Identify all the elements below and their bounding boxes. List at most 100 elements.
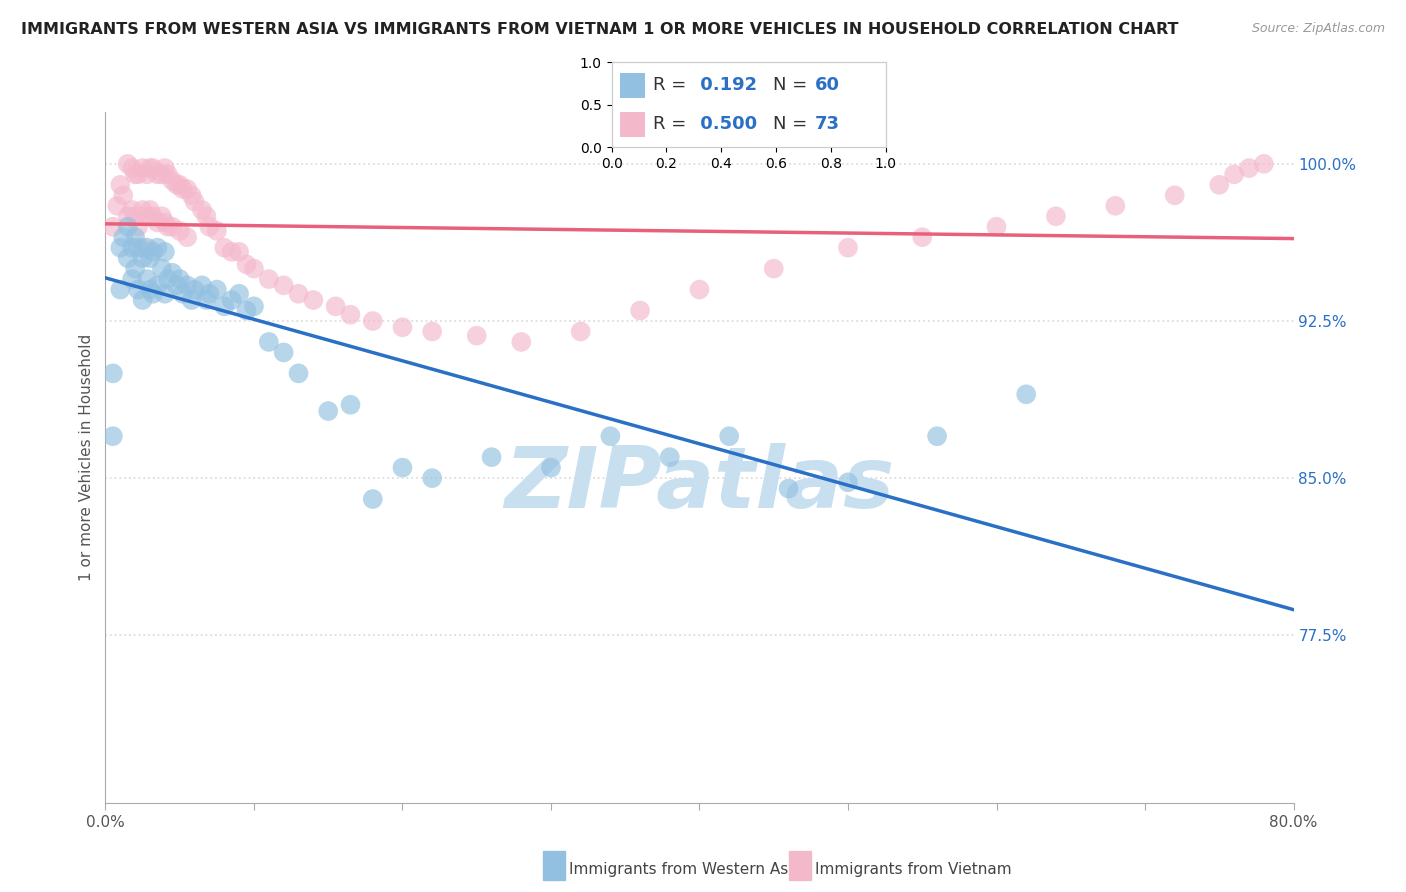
Point: [986, 219, 1008, 234]
Point: [127, 283, 149, 297]
Point: [176, 182, 198, 196]
Point: [837, 475, 859, 490]
Point: [361, 491, 384, 506]
Point: [142, 286, 165, 301]
Point: [569, 325, 592, 339]
Point: [166, 178, 188, 192]
Point: [273, 278, 295, 293]
Point: [1104, 199, 1126, 213]
Bar: [620, 72, 644, 98]
Point: [205, 283, 228, 297]
Point: [105, 199, 128, 213]
Point: [136, 272, 159, 286]
Point: [150, 167, 173, 181]
Point: [136, 167, 159, 181]
Point: [1237, 161, 1260, 175]
Point: [124, 209, 146, 223]
Point: [191, 278, 214, 293]
Point: [121, 241, 143, 255]
Point: [169, 224, 191, 238]
Point: [481, 450, 503, 465]
Point: [778, 482, 800, 496]
Text: N =: N =: [773, 115, 813, 133]
Text: 0.192: 0.192: [695, 77, 756, 95]
Point: [689, 283, 711, 297]
Point: [142, 161, 165, 175]
Point: [214, 241, 236, 255]
Point: [420, 471, 443, 485]
Point: [131, 251, 153, 265]
Text: N =: N =: [773, 77, 813, 95]
Point: [127, 241, 149, 255]
Point: [235, 303, 257, 318]
Point: [112, 188, 135, 202]
Point: [156, 272, 179, 286]
Point: [110, 241, 132, 255]
Point: [183, 194, 205, 209]
Point: [1015, 387, 1038, 401]
Point: [325, 299, 347, 313]
Point: [124, 230, 146, 244]
Point: [658, 450, 681, 465]
Point: [214, 299, 236, 313]
Point: [510, 334, 533, 349]
Point: [243, 261, 266, 276]
Point: [1164, 188, 1187, 202]
Text: 60: 60: [814, 77, 839, 95]
Point: [146, 167, 169, 181]
Point: [131, 161, 153, 175]
Point: [139, 283, 162, 297]
Point: [150, 209, 173, 223]
Point: [124, 261, 146, 276]
Point: [228, 286, 250, 301]
Point: [339, 398, 361, 412]
Point: [1223, 167, 1246, 181]
Point: [540, 460, 562, 475]
Point: [628, 303, 651, 318]
Point: [153, 286, 176, 301]
Point: [139, 251, 162, 265]
Point: [110, 283, 132, 297]
Point: [391, 320, 413, 334]
Point: [172, 182, 194, 196]
Point: [162, 174, 184, 188]
Point: [117, 219, 139, 234]
Point: [198, 219, 221, 234]
Point: [1253, 157, 1275, 171]
Point: [131, 202, 153, 217]
Point: [257, 334, 280, 349]
Point: [110, 178, 132, 192]
Point: [195, 293, 218, 307]
Point: [136, 209, 159, 223]
Point: [302, 293, 325, 307]
Point: [112, 230, 135, 244]
Point: [221, 244, 243, 259]
Point: [361, 314, 384, 328]
Point: [718, 429, 741, 443]
Point: [599, 429, 621, 443]
Point: [191, 202, 214, 217]
Point: [927, 429, 949, 443]
Point: [153, 215, 176, 229]
Point: [273, 345, 295, 359]
Point: [146, 241, 169, 255]
Point: [243, 299, 266, 313]
Point: [101, 429, 124, 443]
Point: [339, 308, 361, 322]
Point: [153, 244, 176, 259]
Point: [176, 278, 198, 293]
Point: [117, 157, 139, 171]
Bar: [620, 112, 644, 137]
Text: Immigrants from Western Asia: Immigrants from Western Asia: [569, 863, 803, 877]
Point: [391, 460, 413, 475]
Point: [762, 261, 785, 276]
Point: [121, 161, 143, 175]
Point: [139, 161, 162, 175]
Point: [316, 404, 339, 418]
Point: [131, 241, 153, 255]
Point: [153, 161, 176, 175]
Text: 73: 73: [814, 115, 839, 133]
Point: [176, 230, 198, 244]
Point: [162, 219, 184, 234]
Point: [221, 293, 243, 307]
